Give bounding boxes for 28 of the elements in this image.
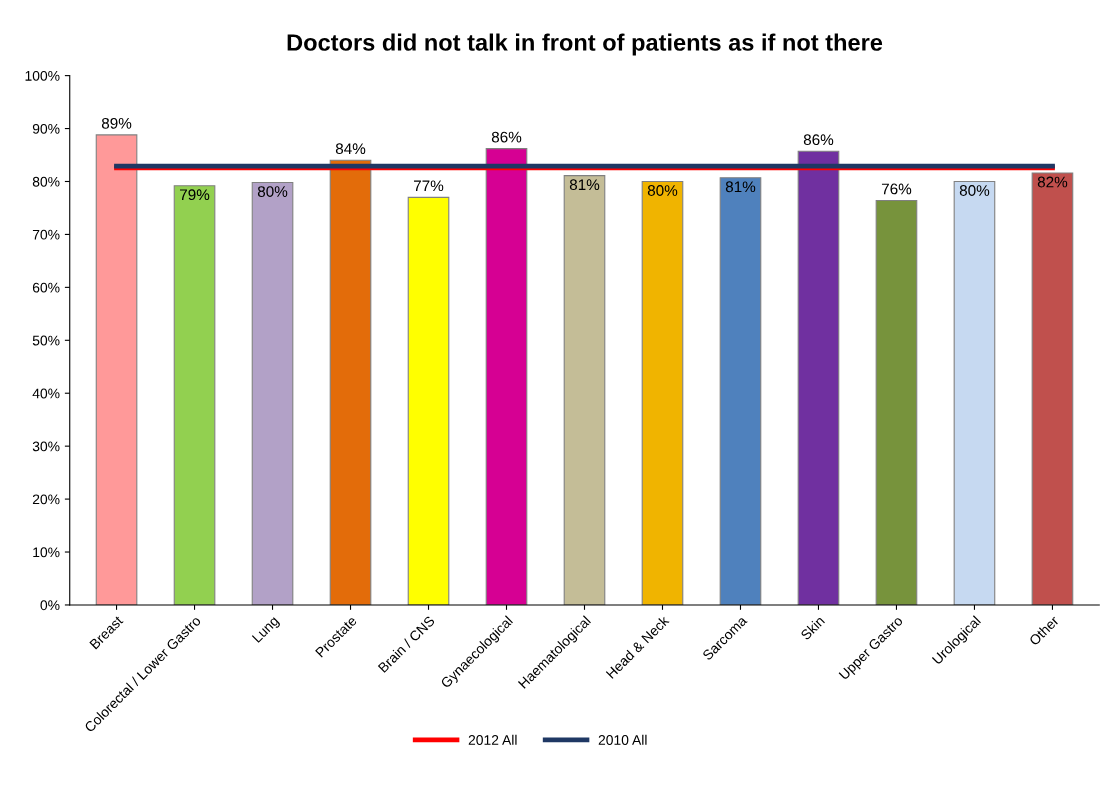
legend-label: 2012 All (468, 734, 517, 745)
data-label: 80% (257, 186, 288, 197)
chart-title: Doctors did not talk in front of patients as if not there (287, 33, 883, 56)
y-tick-label: 50% (32, 335, 60, 346)
data-label: 76% (881, 183, 912, 195)
y-tick-label: 10% (33, 547, 60, 558)
data-label: 81% (725, 181, 756, 193)
data-label: 77% (414, 180, 444, 192)
data-label: 86% (803, 134, 834, 146)
y-tick-label: 20% (32, 494, 60, 505)
x-tick-label: Skin (799, 615, 826, 641)
y-tick-label: 40% (32, 388, 60, 399)
data-label: 89% (101, 117, 132, 129)
data-label: 80% (647, 185, 678, 196)
data-label: 86% (491, 131, 522, 143)
data-label: 84% (335, 143, 366, 155)
data-label: 81% (569, 179, 600, 191)
data-label: 80% (959, 185, 990, 196)
legend-label: 2010 All (598, 734, 647, 745)
y-tick-label: 90% (32, 123, 60, 134)
y-tick-label: 30% (32, 441, 60, 452)
y-tick-label: 0% (40, 600, 60, 611)
y-tick-label: 100% (25, 70, 60, 81)
y-tick-label: 80% (32, 176, 60, 187)
y-tick-label: 70% (32, 229, 60, 240)
data-label: 82% (1037, 176, 1068, 188)
data-label: 79% (180, 189, 210, 201)
y-tick-label: 60% (32, 282, 60, 293)
